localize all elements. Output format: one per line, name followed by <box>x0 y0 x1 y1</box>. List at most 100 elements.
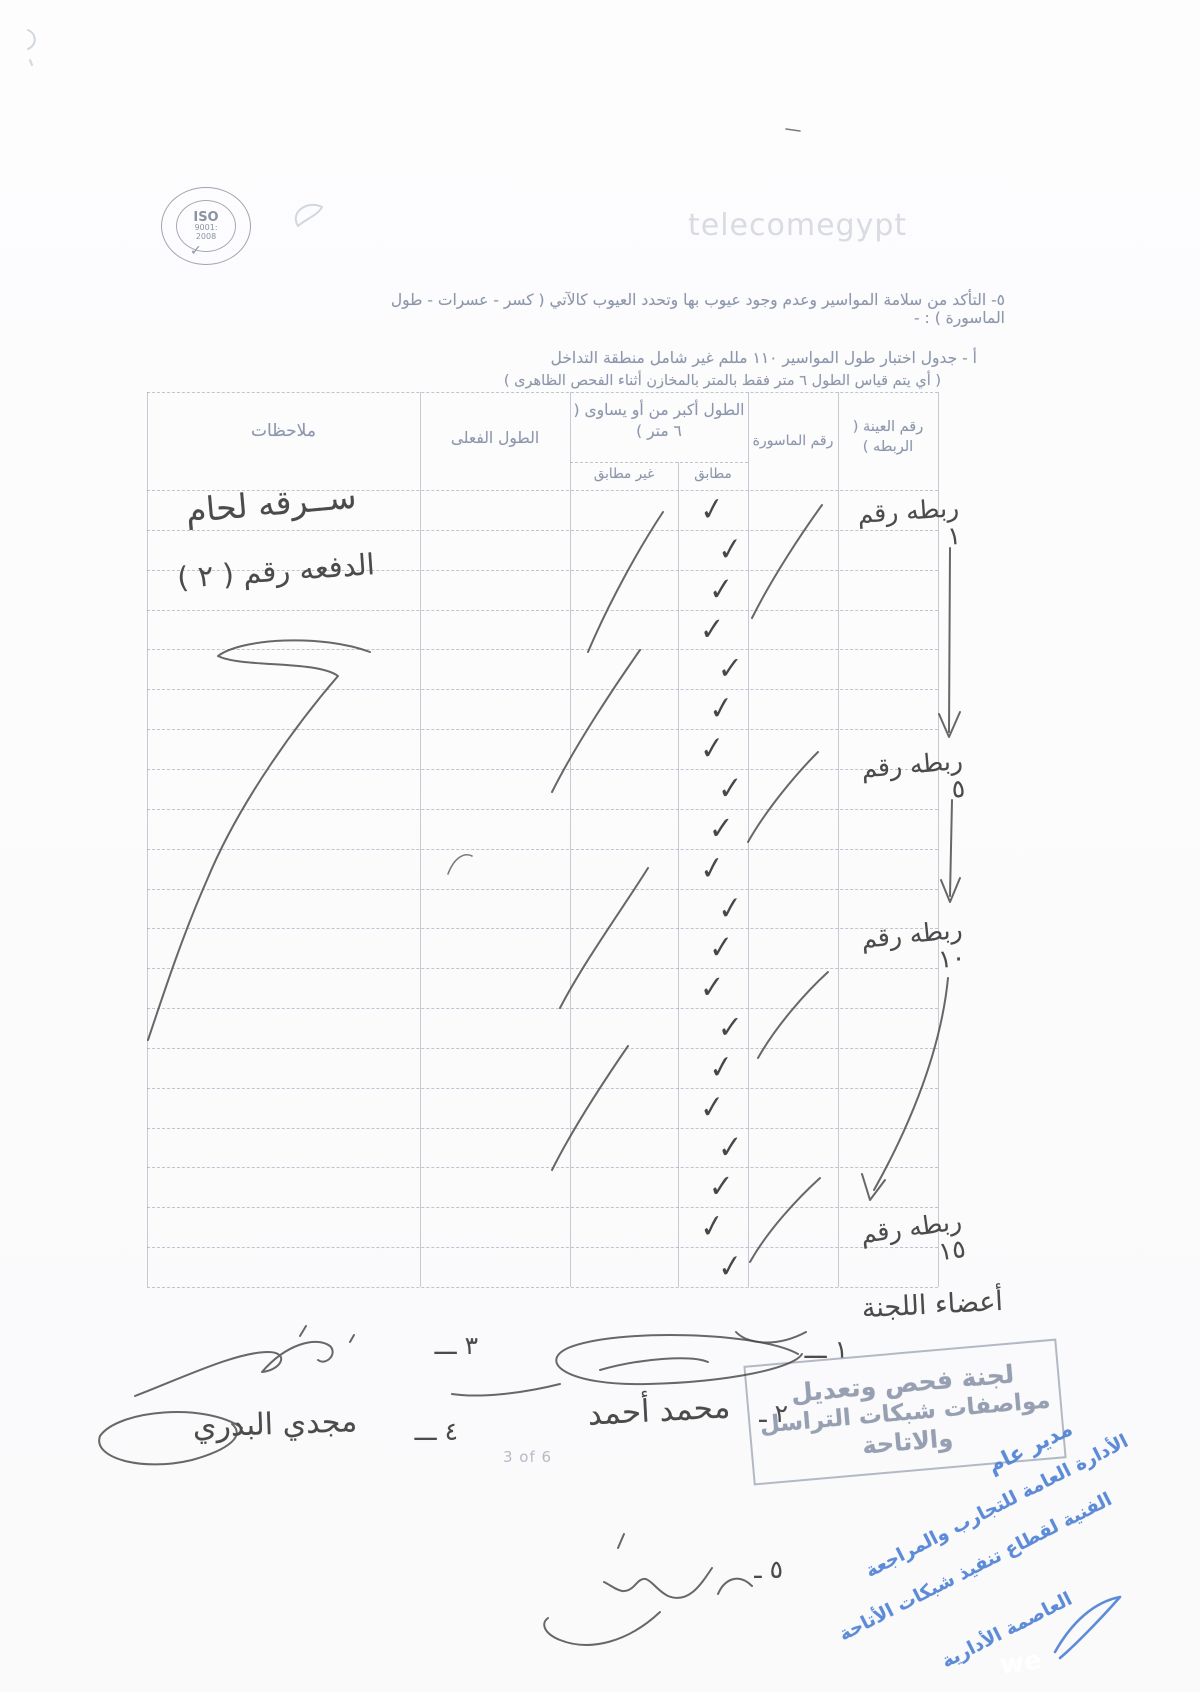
col-header-notes: ملاحظات <box>251 421 316 441</box>
intro-item-5: ٥- التأكد من سلامة المواسير وعدم وجود عي… <box>390 291 1005 327</box>
faint-logo-swirl <box>294 203 323 227</box>
table-grid-line <box>147 1008 938 1010</box>
bundle-label-10: ربطه رقم ١٠ <box>859 914 967 974</box>
table-grid-line <box>147 848 938 850</box>
signature-2-number: ٢ ـ <box>759 1399 788 1428</box>
iso-9001-stamp: ISO 9001: 2008 <box>161 187 251 265</box>
table-grid-line <box>570 392 571 1287</box>
conforming-checkmark: ✓ <box>717 887 744 928</box>
table-grid-line <box>147 1127 938 1129</box>
bundle-label-1: ربطه رقم ١ <box>856 492 962 551</box>
bundle-label-15: ربطه رقم ١٥ <box>858 1206 968 1266</box>
we-logo-text: we <box>998 1645 1044 1681</box>
table-grid-line <box>147 888 938 890</box>
table-grid-line <box>147 1047 938 1049</box>
table-grid-line <box>838 392 839 1287</box>
table-grid-line <box>147 529 938 531</box>
conforming-checkmark: ✓ <box>708 809 734 847</box>
col-header-non-conforming: غير مطابق <box>593 466 655 482</box>
conforming-checkmark: ✓ <box>700 968 725 1007</box>
conforming-checkmark: ✓ <box>708 569 734 608</box>
slash-mark <box>747 751 819 843</box>
conforming-checkmark: ✓ <box>698 1206 726 1247</box>
scan-dash-mark <box>785 128 801 132</box>
table-grid-line <box>147 808 938 810</box>
table-grid-line <box>147 689 938 691</box>
table-grid-line <box>147 729 938 731</box>
conforming-checkmark: ✓ <box>699 728 725 768</box>
conforming-checkmark: ✓ <box>708 1167 734 1206</box>
table-grid-line <box>938 392 939 1287</box>
col-header-pipe-no: رقم الماسورة <box>752 433 834 449</box>
table-grid-line <box>147 928 938 930</box>
table-grid-line <box>678 462 679 1287</box>
table-grid-line <box>420 392 421 1287</box>
slash-mark <box>551 1045 629 1171</box>
notes-column-brace-scrawl <box>147 639 371 1041</box>
iso-stamp-text3: 2008 <box>195 231 217 241</box>
telecomegypt-watermark: telecomegypt <box>688 208 908 243</box>
conforming-checkmark: ✓ <box>717 768 743 808</box>
table-grid-line <box>147 649 938 651</box>
table-grid-line <box>147 968 938 970</box>
table-grid-line <box>147 1207 938 1209</box>
intro-item-a: أ - جدول اختبار طول المواسير ١١٠ مللم غي… <box>550 349 977 367</box>
signature-4-name: مجدي البدري <box>192 1404 358 1445</box>
col-header-actual-length: الطول الفعلى <box>450 429 540 447</box>
iso-stamp-text: ISO <box>193 210 219 226</box>
conforming-checkmark: ✓ <box>699 1087 725 1127</box>
iso-stamp-inner-ring: ISO 9001: 2008 <box>176 200 236 252</box>
conforming-checkmark: ✓ <box>707 688 735 729</box>
signature-4-number: ٤ ـــ <box>414 1417 458 1446</box>
table-grid-line <box>748 392 749 1287</box>
handwritten-note-theft-of-weld: ســرقه لحام <box>184 476 358 531</box>
table-grid-line <box>147 1087 938 1089</box>
slash-mark <box>749 1177 821 1263</box>
conforming-checkmark: ✓ <box>707 1047 735 1087</box>
signature-5-number: ٥ ـ <box>754 1555 783 1584</box>
col-header-length-group: الطول أكبر من أو يساوى ( ٦ متر ) <box>573 401 745 440</box>
committee-members-heading: أعضاء اللجنة <box>860 1285 1004 1325</box>
table-grid-line <box>570 462 748 463</box>
arrow-down <box>938 547 961 738</box>
table-grid-line <box>147 1247 938 1249</box>
conforming-checkmark: ✓ <box>700 609 725 648</box>
small-scrawl-mark <box>447 854 473 875</box>
iso-stamp-text2: 9001: <box>194 223 218 233</box>
signature-scrawl <box>134 1325 355 1397</box>
iso-stamp-checkmark: ✓ <box>190 243 202 259</box>
signature-2-name: محمد أحمد <box>586 1389 732 1433</box>
slash-mark <box>757 971 829 1059</box>
col-header-conforming: مطابق <box>694 466 732 482</box>
conforming-checkmark: ✓ <box>717 1008 743 1046</box>
scan-artifact-mark <box>27 29 36 66</box>
conforming-checkmark: ✓ <box>717 649 743 687</box>
table-grid-line <box>147 609 938 611</box>
table-grid-line <box>147 1167 938 1169</box>
col-header-sample-no: رقم العينة ( الربطه ) <box>852 419 924 455</box>
signature-3-number: ٣ ـــ <box>434 1331 478 1360</box>
bundle-label-5: ربطه رقم ٥ <box>860 745 967 804</box>
conforming-checkmark: ✓ <box>717 529 744 569</box>
slash-mark <box>751 504 823 619</box>
slash-mark <box>587 511 664 653</box>
signature-1-number: ١ ـــ <box>804 1335 848 1364</box>
arrow-down <box>940 799 961 903</box>
conforming-checkmark: ✓ <box>717 1127 743 1166</box>
slash-mark <box>551 649 641 793</box>
page-number: 3 of 6 <box>503 1448 553 1466</box>
conforming-checkmark: ✓ <box>698 847 726 888</box>
table-grid-line <box>147 768 938 770</box>
signature-scrawl <box>543 1533 753 1646</box>
conforming-checkmark: ✓ <box>717 1246 744 1286</box>
table-grid-line <box>147 392 148 1287</box>
table-grid-line <box>147 569 938 571</box>
handwritten-note-batch-number: الدفعه رقم ( ٢ ) <box>176 547 376 595</box>
table-grid-line <box>147 490 938 491</box>
conforming-checkmark: ✓ <box>698 488 726 530</box>
table-grid-line <box>147 392 938 393</box>
table-grid-line <box>147 1287 938 1288</box>
intro-item-a-note: ( أي يتم قياس الطول ٦ متر فقط بالمتر بال… <box>503 373 941 389</box>
conforming-checkmark: ✓ <box>708 928 734 967</box>
